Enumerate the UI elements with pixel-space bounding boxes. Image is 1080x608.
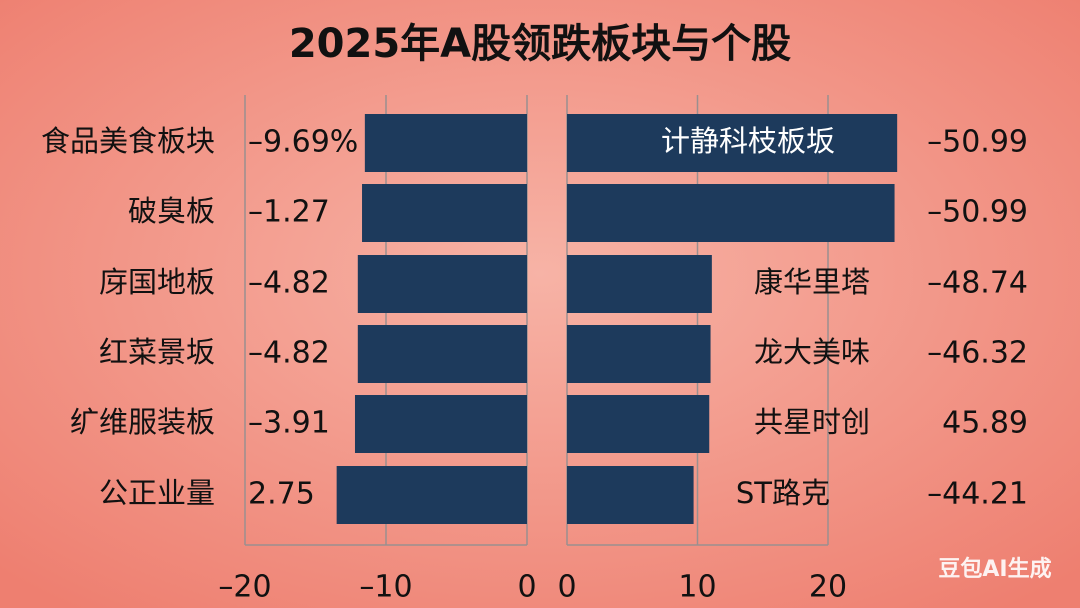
value-annotation: –3.91 (248, 406, 330, 441)
value-annotation: –9.69% (248, 125, 358, 160)
bar (336, 466, 527, 524)
value-annotation: 2.75 (248, 477, 315, 512)
bar (567, 395, 710, 453)
bar (567, 114, 898, 172)
value-annotation: –48.74 (927, 266, 1028, 301)
value-annotation: 45.89 (942, 406, 1028, 441)
x-tick-label: 0 (557, 570, 576, 605)
category-label: 龙大美味 (754, 335, 870, 369)
category-label: 共星时创 (754, 405, 870, 439)
bar (567, 325, 711, 383)
bar (567, 466, 694, 524)
bar (357, 325, 527, 383)
category-label: 食品美食板块 (41, 124, 215, 158)
value-annotation: –50.99 (927, 195, 1028, 230)
category-label: 纩维服装板 (70, 405, 215, 439)
category-label: 计静科枝板坂 (661, 124, 835, 158)
category-label: 红菜景坂 (99, 335, 215, 369)
category-label: ST路克 (736, 476, 830, 510)
value-annotation: –1.27 (248, 195, 330, 230)
value-annotation: –44.21 (927, 477, 1028, 512)
bar (362, 184, 527, 242)
x-tick-label: –10 (359, 570, 412, 605)
bar (567, 184, 895, 242)
value-annotation: –4.82 (248, 266, 330, 301)
category-label: 庌国地板 (99, 265, 215, 299)
x-tick-label: 10 (678, 570, 716, 605)
value-annotation: –50.99 (927, 125, 1028, 160)
bar (364, 114, 527, 172)
x-tick-label: 0 (517, 570, 536, 605)
bar (357, 255, 527, 313)
category-label: 公正业量 (99, 476, 215, 510)
value-annotation: –4.82 (248, 336, 330, 371)
bar (567, 255, 712, 313)
bar (354, 395, 527, 453)
chart-title: 2025年A股领跌板块与个股 (289, 21, 791, 67)
x-tick-label: –20 (218, 570, 271, 605)
x-tick-label: 20 (809, 570, 847, 605)
category-label: 破臭板 (128, 194, 215, 228)
value-annotation: –46.32 (927, 336, 1028, 371)
category-label: 康华里塔 (754, 265, 870, 299)
watermark: 豆包AI生成 (938, 556, 1051, 582)
